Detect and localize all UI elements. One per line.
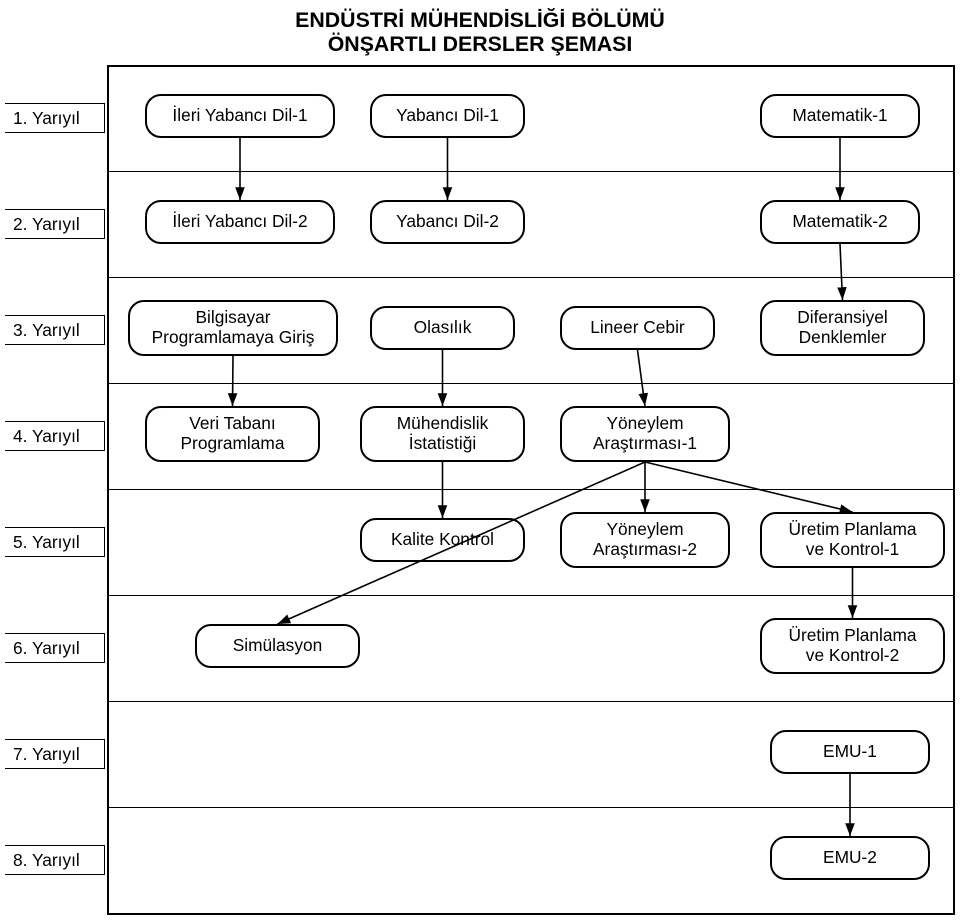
- course-node-yd2: Yabancı Dil-2: [370, 200, 525, 244]
- course-node-label: YöneylemAraştırması-1: [562, 414, 728, 454]
- course-node-label: Olasılık: [372, 318, 513, 338]
- course-node-ya1: YöneylemAraştırması-1: [560, 406, 730, 462]
- course-node-label: İleri Yabancı Dil-2: [147, 212, 333, 232]
- course-node-label: Mühendislikİstatistiği: [362, 414, 523, 454]
- course-node-emu1: EMU-1: [770, 730, 930, 774]
- row-separator: [107, 595, 955, 596]
- course-node-label: Veri TabanıProgramlama: [147, 414, 318, 454]
- course-node-iyd1: İleri Yabancı Dil-1: [145, 94, 335, 138]
- course-node-label: YöneylemAraştırması-2: [562, 520, 728, 560]
- course-node-label: Yabancı Dil-2: [372, 212, 523, 232]
- page-title-line2: ÖNŞARTLI DERSLER ŞEMASI: [0, 32, 960, 57]
- course-node-yd1: Yabancı Dil-1: [370, 94, 525, 138]
- row-label: 1. Yarıyıl: [13, 108, 80, 129]
- course-node-label: Matematik-2: [762, 212, 918, 232]
- row-separator: [107, 171, 955, 172]
- course-node-difd: DiferansiyelDenklemler: [760, 300, 925, 356]
- course-node-vtp: Veri TabanıProgramlama: [145, 406, 320, 462]
- course-node-mat1: Matematik-1: [760, 94, 920, 138]
- course-node-label: İleri Yabancı Dil-1: [147, 106, 333, 126]
- course-node-label: Lineer Cebir: [562, 318, 713, 338]
- row-label: 7. Yarıyıl: [13, 744, 80, 765]
- course-node-mist: Mühendislikİstatistiği: [360, 406, 525, 462]
- course-node-lineer: Lineer Cebir: [560, 306, 715, 350]
- course-node-label: Üretim Planlamave Kontrol-1: [762, 520, 943, 560]
- course-node-ya2: YöneylemAraştırması-2: [560, 512, 730, 568]
- course-node-emu2: EMU-2: [770, 836, 930, 880]
- course-node-label: EMU-2: [772, 848, 928, 868]
- course-node-bpg: BilgisayarProgramlamaya Giriş: [128, 300, 338, 356]
- row-label: 5. Yarıyıl: [13, 532, 80, 553]
- course-node-label: DiferansiyelDenklemler: [762, 308, 923, 348]
- row-label: 8. Yarıyıl: [13, 850, 80, 871]
- row-separator: [107, 701, 955, 702]
- course-node-iyd2: İleri Yabancı Dil-2: [145, 200, 335, 244]
- row-separator: [107, 277, 955, 278]
- course-node-label: Üretim Planlamave Kontrol-2: [762, 626, 943, 666]
- course-node-mat2: Matematik-2: [760, 200, 920, 244]
- row-separator: [107, 383, 955, 384]
- diagram-main-area: [107, 65, 955, 915]
- course-node-olas: Olasılık: [370, 306, 515, 350]
- page-title-line1: ENDÜSTRİ MÜHENDİSLİĞİ BÖLÜMÜ: [0, 8, 960, 33]
- row-separator: [107, 807, 955, 808]
- course-node-label: Simülasyon: [197, 636, 358, 656]
- course-node-label: Kalite Kontrol: [362, 530, 523, 550]
- course-node-kk: Kalite Kontrol: [360, 518, 525, 562]
- course-node-label: Yabancı Dil-1: [372, 106, 523, 126]
- course-node-upk2: Üretim Planlamave Kontrol-2: [760, 618, 945, 674]
- row-separator: [107, 489, 955, 490]
- course-node-sim: Simülasyon: [195, 624, 360, 668]
- row-label: 6. Yarıyıl: [13, 638, 80, 659]
- row-label: 4. Yarıyıl: [13, 426, 80, 447]
- course-node-label: EMU-1: [772, 742, 928, 762]
- course-node-label: Matematik-1: [762, 106, 918, 126]
- row-label: 3. Yarıyıl: [13, 320, 80, 341]
- course-node-label: BilgisayarProgramlamaya Giriş: [130, 308, 336, 348]
- course-node-upk1: Üretim Planlamave Kontrol-1: [760, 512, 945, 568]
- row-label: 2. Yarıyıl: [13, 214, 80, 235]
